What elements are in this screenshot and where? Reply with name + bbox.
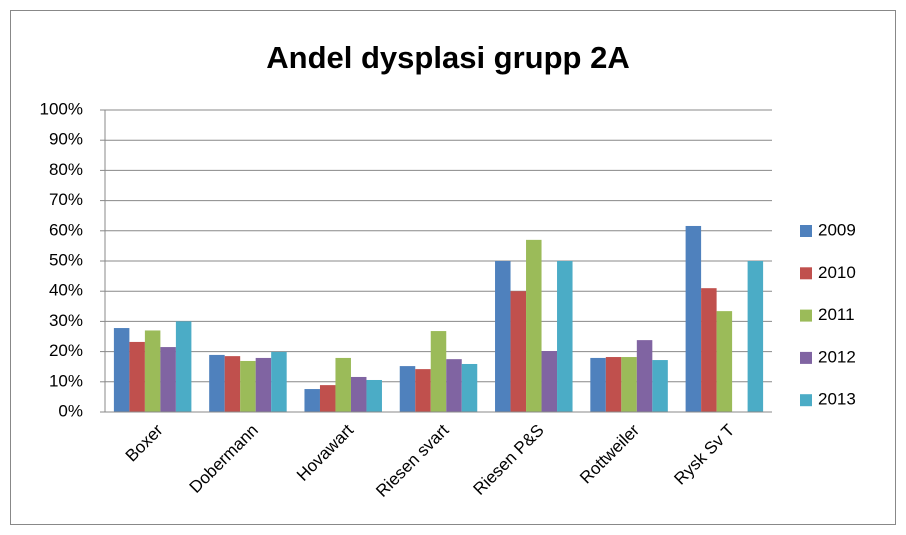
y-tick-label: 30%: [49, 311, 83, 330]
bar: [652, 360, 668, 412]
y-tick-label: 40%: [49, 281, 83, 300]
bar: [526, 239, 542, 412]
bar: [541, 350, 558, 412]
bar: [716, 311, 733, 412]
legend-swatch: [800, 267, 812, 280]
bar: [160, 347, 176, 412]
y-tick-label: 10%: [49, 371, 83, 390]
bar: [461, 363, 478, 412]
y-tick-label: 80%: [49, 160, 83, 179]
bar: [304, 389, 320, 412]
bar: [129, 341, 145, 412]
bar: [240, 360, 256, 412]
bar: [209, 354, 225, 412]
bar: [605, 357, 622, 412]
bar: [255, 357, 272, 412]
bar: [557, 261, 573, 412]
bar: [415, 369, 431, 412]
bar: [350, 376, 367, 412]
legend-label: 2013: [818, 390, 856, 409]
bar: [701, 288, 717, 412]
y-tick-label: 90%: [49, 130, 83, 149]
bar: [685, 225, 702, 412]
bar: [446, 359, 462, 412]
bar: [113, 328, 130, 412]
bar: [175, 321, 192, 412]
bar: [144, 330, 161, 412]
legend-label: 2011: [818, 305, 855, 324]
y-tick-label: 20%: [49, 341, 83, 360]
legend-swatch: [800, 309, 812, 322]
chart-title: Andel dysplasi grupp 2A: [266, 40, 629, 75]
bar: [430, 331, 447, 412]
bar: [399, 366, 416, 412]
legend-swatch: [800, 225, 812, 237]
bar: [495, 261, 511, 412]
bar: [319, 385, 336, 412]
bar: [224, 356, 241, 412]
y-tick-label: 70%: [49, 190, 83, 209]
bar: [335, 357, 351, 412]
bar: [510, 291, 527, 412]
bar: [271, 351, 287, 412]
y-tick-label: 50%: [49, 250, 83, 269]
bar: [621, 357, 637, 412]
legend-swatch: [800, 394, 812, 407]
legend-label: 2009: [818, 220, 856, 239]
bar: [747, 261, 764, 412]
legend-label: 2012: [818, 347, 856, 366]
bar: [366, 379, 382, 412]
legend-label: 2010: [818, 263, 856, 282]
y-tick-label: 100%: [40, 99, 83, 118]
y-tick-label: 0%: [58, 401, 83, 420]
bar: [590, 357, 606, 412]
legend-swatch: [800, 351, 812, 364]
y-tick-label: 60%: [49, 220, 83, 239]
bar: [636, 340, 653, 412]
